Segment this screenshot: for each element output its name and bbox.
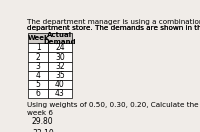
Bar — [28, 71, 48, 80]
Text: 4: 4 — [36, 71, 41, 80]
Text: Actual
Demand: Actual Demand — [44, 32, 76, 45]
Bar — [28, 89, 48, 98]
Text: Week: Week — [27, 35, 49, 41]
Text: 43: 43 — [55, 89, 65, 98]
Text: department store. The demands are shown in the table below. Use two decimals in : department store. The demands are shown … — [27, 25, 200, 31]
Bar — [48, 71, 72, 80]
Text: 2: 2 — [36, 53, 41, 62]
Text: 3: 3 — [36, 62, 41, 71]
Bar — [48, 80, 72, 89]
Text: 1: 1 — [36, 43, 41, 52]
Bar — [28, 52, 48, 62]
Text: The department manager is using a combination of methods to forecast sales of to: The department manager is using a combin… — [27, 19, 200, 25]
Text: 24: 24 — [55, 43, 65, 52]
Bar — [48, 89, 72, 98]
Text: 33.10: 33.10 — [32, 129, 54, 132]
Text: 29.80: 29.80 — [32, 117, 54, 126]
Text: Using weights of 0.50, 0.30, 0.20, Calculate the weighted three-week moving aver: Using weights of 0.50, 0.30, 0.20, Calcu… — [27, 102, 200, 116]
Bar — [48, 62, 72, 71]
Text: 5: 5 — [36, 80, 41, 89]
Bar — [28, 43, 48, 52]
Text: 35: 35 — [55, 71, 65, 80]
Text: 40: 40 — [55, 80, 65, 89]
Text: 30: 30 — [55, 53, 65, 62]
Bar — [28, 80, 48, 89]
Circle shape — [27, 120, 31, 122]
Text: 6: 6 — [36, 89, 41, 98]
Bar — [28, 33, 72, 43]
Bar — [28, 62, 48, 71]
Text: department store. The demands are shown in the table below. Use two decimals in : department store. The demands are shown … — [27, 25, 200, 31]
Bar — [48, 43, 72, 52]
Text: 32: 32 — [55, 62, 65, 71]
Bar — [48, 52, 72, 62]
